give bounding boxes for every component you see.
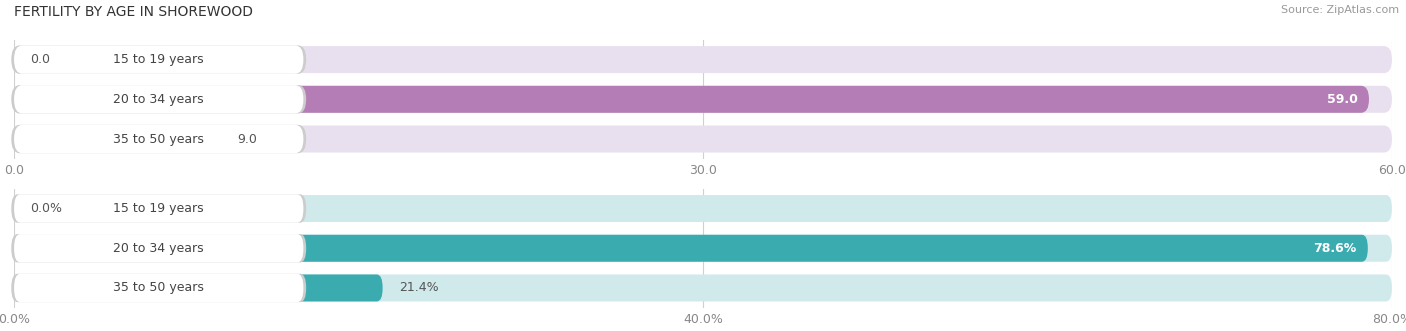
Text: 9.0: 9.0 [238,132,257,146]
FancyBboxPatch shape [14,234,304,262]
FancyBboxPatch shape [14,274,382,302]
FancyBboxPatch shape [14,45,304,74]
Text: 15 to 19 years: 15 to 19 years [114,53,204,66]
Text: FERTILITY BY AGE IN SHOREWOOD: FERTILITY BY AGE IN SHOREWOOD [14,5,253,19]
Text: 35 to 50 years: 35 to 50 years [114,281,204,295]
Text: 20 to 34 years: 20 to 34 years [114,93,204,106]
FancyBboxPatch shape [11,274,307,302]
FancyBboxPatch shape [14,86,1369,113]
FancyBboxPatch shape [11,85,307,114]
Text: 0.0: 0.0 [31,53,51,66]
FancyBboxPatch shape [11,125,307,153]
FancyBboxPatch shape [14,125,221,153]
Text: Source: ZipAtlas.com: Source: ZipAtlas.com [1281,5,1399,15]
FancyBboxPatch shape [14,194,304,223]
Text: 35 to 50 years: 35 to 50 years [114,132,204,146]
FancyBboxPatch shape [11,45,307,74]
FancyBboxPatch shape [14,235,1368,262]
FancyBboxPatch shape [14,195,1392,222]
FancyBboxPatch shape [11,234,307,262]
FancyBboxPatch shape [14,125,304,153]
Text: 78.6%: 78.6% [1313,242,1357,255]
FancyBboxPatch shape [14,46,1392,73]
Text: 59.0: 59.0 [1327,93,1358,106]
FancyBboxPatch shape [14,235,1392,262]
Text: 21.4%: 21.4% [399,281,439,295]
Text: 15 to 19 years: 15 to 19 years [114,202,204,215]
Text: 20 to 34 years: 20 to 34 years [114,242,204,255]
FancyBboxPatch shape [14,86,1392,113]
FancyBboxPatch shape [14,125,1392,153]
FancyBboxPatch shape [14,274,304,302]
Text: 0.0%: 0.0% [31,202,63,215]
FancyBboxPatch shape [14,85,304,114]
FancyBboxPatch shape [11,194,307,223]
FancyBboxPatch shape [14,274,1392,302]
